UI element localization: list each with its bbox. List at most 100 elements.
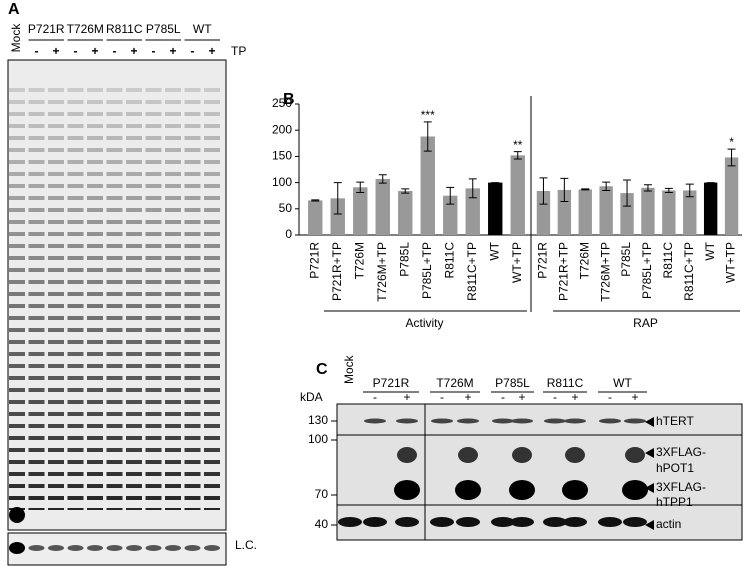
bar [620, 193, 634, 235]
error-bar [423, 121, 432, 152]
error-bar [623, 179, 632, 207]
group-label: RAP [633, 316, 658, 330]
sign: - [373, 390, 377, 404]
error-bar [356, 181, 365, 194]
actin-band [543, 517, 567, 527]
lc-band [165, 545, 181, 551]
lane-group-label: WT [193, 22, 212, 36]
x-tick-label: WT+TP [724, 242, 738, 283]
pot1-band [458, 447, 478, 463]
actin-band [598, 517, 622, 527]
tpp1-band [562, 480, 588, 500]
error-bar [539, 177, 548, 205]
lc-band [28, 545, 45, 551]
error-bar [468, 178, 477, 199]
sign: + [91, 44, 98, 58]
error-bar [378, 174, 387, 184]
bar [353, 187, 368, 235]
pot1-band [512, 447, 532, 463]
lc-band [87, 545, 103, 551]
bar [488, 182, 503, 235]
sign: + [130, 44, 137, 58]
kda-marker: 100 [308, 432, 328, 446]
x-tick-label: P785L [397, 242, 411, 277]
lane-group-label: T726M [67, 22, 104, 36]
bar [578, 189, 592, 235]
actin-band [563, 517, 587, 527]
actin-band [491, 517, 515, 527]
y-tick-label: 150 [272, 149, 292, 163]
x-tick-label: P721R+TP [557, 242, 571, 301]
sign: + [208, 44, 215, 58]
error-bar [446, 186, 455, 205]
sign: + [518, 390, 525, 404]
x-tick-label: WT+TP [510, 242, 524, 283]
gel-lane [106, 80, 123, 510]
htert-band [396, 418, 418, 424]
lane-group-label: WT [613, 376, 632, 390]
lane-group-label: P785L [495, 376, 530, 390]
gel-lane [67, 80, 84, 510]
x-tick-label: P785L+TP [640, 242, 654, 299]
x-tick-label: P785L+TP [420, 242, 434, 299]
lc-band [204, 545, 220, 551]
error-bar [602, 181, 611, 191]
gel-lane [165, 80, 181, 510]
x-tick-label: P721R+TP [330, 242, 344, 301]
actin-band [456, 517, 480, 527]
htert-band [431, 418, 453, 424]
bar [599, 186, 613, 235]
error-bar [513, 151, 522, 160]
x-tick-label: P721R [536, 242, 550, 279]
sign: + [464, 390, 471, 404]
gel-lane [145, 80, 162, 510]
error-bar [685, 183, 694, 198]
lc-band [126, 545, 142, 551]
lane-label: Mock [342, 354, 356, 384]
y-tick-label: 100 [272, 175, 292, 189]
htert-band [564, 418, 586, 424]
pot1-band [565, 447, 585, 463]
tpp1-band [509, 480, 535, 500]
sign: - [113, 44, 117, 58]
band-label: hPOT1 [656, 461, 694, 475]
gel-lane [9, 80, 25, 510]
band-arrow [645, 483, 654, 493]
bar [465, 188, 480, 235]
bar [308, 200, 323, 235]
actin-band [363, 517, 387, 527]
bar [641, 187, 655, 235]
sign: - [501, 390, 505, 404]
band-label: hTPP1 [656, 495, 693, 509]
gel-lane [87, 80, 103, 510]
x-tick-label: T726M+TP [375, 242, 389, 302]
x-tick-label: R811C+TP [465, 242, 479, 301]
bar [724, 157, 739, 235]
tpp1-band [394, 480, 420, 500]
sign: + [52, 44, 59, 58]
htert-band [624, 418, 646, 424]
sign: + [571, 390, 578, 404]
sign: + [169, 44, 176, 58]
sign: - [74, 44, 78, 58]
panel-label: C [316, 361, 328, 378]
htert-band [544, 418, 566, 424]
group-label: Activity [405, 316, 443, 330]
x-tick-label: P721R [307, 242, 321, 279]
band-arrow [645, 520, 654, 530]
y-tick-label: 200 [272, 122, 292, 136]
kda-marker: 130 [308, 413, 328, 427]
band-label: 3XFLAG- [656, 480, 706, 494]
bar [420, 136, 435, 235]
lane-group-label: P785L [146, 22, 181, 36]
lane-group-label: R811C [547, 376, 584, 390]
gel-lane [48, 80, 64, 510]
y-tick-label: 50 [279, 201, 293, 215]
tpp1-band [455, 480, 481, 500]
sign: - [553, 390, 557, 404]
sign: + [631, 390, 638, 404]
lc-band [106, 545, 123, 551]
actin-band [395, 517, 419, 527]
x-tick-label: WT [487, 241, 501, 260]
